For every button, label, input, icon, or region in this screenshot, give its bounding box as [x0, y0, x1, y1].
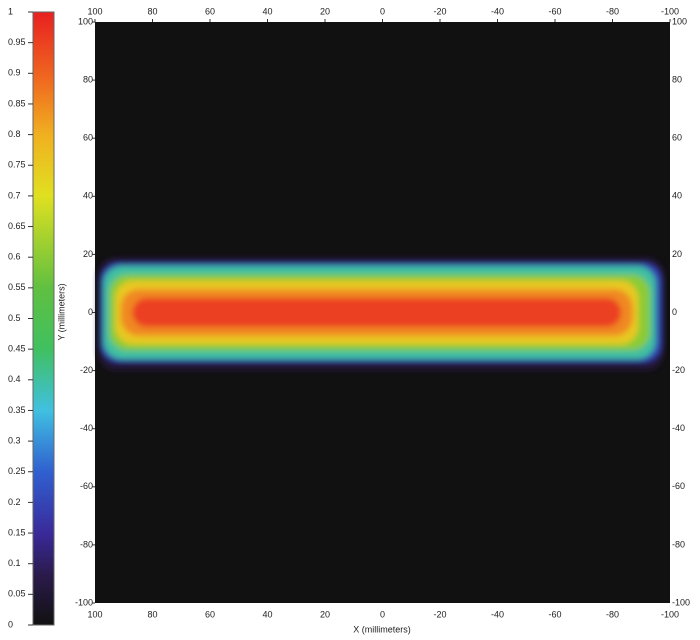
y-tick-label-left: 60 [83, 133, 93, 143]
y-tick-label-right: 40 [672, 191, 682, 201]
y-tick-label-left: -60 [80, 481, 93, 491]
colorbar-tick-label: 0 [8, 619, 13, 629]
x-tick-label-top: 40 [262, 6, 272, 16]
colorbar-tick-label: 0.1 [8, 558, 21, 568]
colorbar-tick-label: 0.45 [8, 344, 26, 354]
x-tick-label-top: 100 [87, 6, 102, 16]
colorbar-tick-label: 0.7 [8, 190, 21, 200]
x-tick-label-bottom: -40 [491, 609, 504, 619]
y-tick-label-right: 100 [672, 16, 687, 26]
y-tick-label-right: 60 [672, 133, 682, 143]
colorbar-tick-label: 0.65 [8, 221, 26, 231]
x-tick-label-top: 80 [147, 6, 157, 16]
y-tick-label-left: -20 [80, 365, 93, 375]
colorbar-tick-label: 0.95 [8, 37, 26, 47]
x-tick-label-bottom: -60 [548, 609, 561, 619]
y-tick-label-right: -60 [672, 481, 685, 491]
contour-band [132, 297, 622, 328]
colorbar-tick-label: 0.5 [8, 313, 21, 323]
y-tick-label-right: -40 [672, 423, 685, 433]
colorbar-tick-label: 0.15 [8, 527, 26, 537]
x-tick-label-top: 60 [205, 6, 215, 16]
x-tick-label-top: 20 [320, 6, 330, 16]
x-tick-label-bottom: 20 [320, 609, 330, 619]
x-tick-label-bottom: 100 [87, 609, 102, 619]
x-tick-label-top: -100 [661, 6, 679, 16]
colorbar-tick-label: 0.75 [8, 160, 26, 170]
y-axis-label: Y (millimeters) [56, 283, 66, 340]
x-tick-label-top: -40 [491, 6, 504, 16]
colorbar-tick-label: 0.25 [8, 466, 26, 476]
y-tick-label-left: 0 [88, 307, 93, 317]
x-axis-label: X (millimeters) [353, 624, 411, 634]
y-tick-label-left: 80 [83, 74, 93, 84]
y-tick-label-right: 80 [672, 74, 682, 84]
colorbar-tick-label: 1 [8, 6, 13, 16]
x-tick-label-bottom: 60 [205, 609, 215, 619]
y-tick-label-right: 0 [672, 307, 677, 317]
x-tick-label-top: 0 [380, 6, 385, 16]
x-tick-label-top: -80 [606, 6, 619, 16]
x-tick-label-bottom: -100 [661, 609, 679, 619]
y-tick-label-left: -80 [80, 539, 93, 549]
x-tick-label-top: -60 [548, 6, 561, 16]
colorbar-tick-label: 0.35 [8, 405, 26, 415]
y-tick-label-left: 100 [78, 16, 93, 26]
y-tick-label-left: -40 [80, 423, 93, 433]
colorbar-tick-label: 0.9 [8, 68, 21, 78]
colorbar-tick-label: 0.8 [8, 129, 21, 139]
colorbar [32, 11, 55, 626]
heatmap [97, 257, 665, 371]
colorbar-tick-label: 0.4 [8, 374, 21, 384]
x-tick-label-bottom: 80 [147, 609, 157, 619]
x-tick-label-bottom: 0 [380, 609, 385, 619]
y-tick-label-left: -100 [75, 597, 93, 607]
x-tick-label-bottom: -20 [433, 609, 446, 619]
y-tick-label-right: -100 [672, 597, 690, 607]
colorbar-tick-label: 0.6 [8, 252, 21, 262]
colorbar-tick-label: 0.55 [8, 282, 26, 292]
colorbar-tick-label: 0.05 [8, 589, 26, 599]
colorbar-tick-label: 0.3 [8, 435, 21, 445]
x-tick-label-bottom: -80 [606, 609, 619, 619]
colorbar-tick-label: 0.2 [8, 497, 21, 507]
y-tick-label-right: -80 [672, 539, 685, 549]
y-tick-label-left: 20 [83, 249, 93, 259]
colorbar-tick-label: 0.85 [8, 98, 26, 108]
x-tick-label-bottom: 40 [262, 609, 272, 619]
y-tick-label-right: 20 [672, 249, 682, 259]
y-tick-label-left: 40 [83, 191, 93, 201]
x-tick-label-top: -20 [433, 6, 446, 16]
y-tick-label-right: -20 [672, 365, 685, 375]
